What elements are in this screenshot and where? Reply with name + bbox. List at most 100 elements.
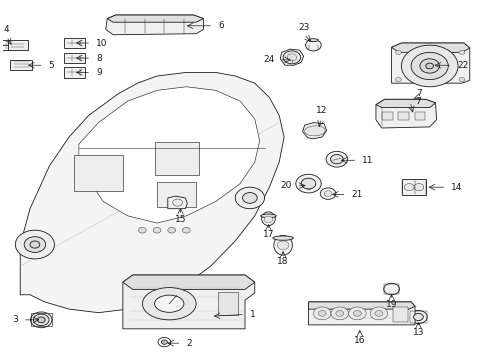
Circle shape [277, 241, 289, 249]
Circle shape [161, 340, 167, 344]
Polygon shape [64, 67, 85, 78]
Circle shape [314, 307, 331, 320]
Polygon shape [79, 87, 260, 223]
Text: 6: 6 [218, 21, 224, 30]
Text: 3: 3 [12, 315, 18, 324]
Polygon shape [303, 123, 327, 139]
Circle shape [410, 311, 427, 323]
FancyBboxPatch shape [155, 142, 198, 175]
Circle shape [404, 184, 414, 191]
Ellipse shape [262, 212, 275, 226]
Circle shape [296, 174, 321, 193]
Polygon shape [376, 99, 437, 128]
Ellipse shape [143, 288, 196, 320]
FancyBboxPatch shape [157, 182, 196, 207]
Polygon shape [309, 302, 415, 325]
FancyBboxPatch shape [218, 292, 238, 315]
Text: 2: 2 [186, 339, 192, 348]
Ellipse shape [261, 214, 276, 218]
Circle shape [324, 191, 332, 197]
Circle shape [420, 59, 440, 73]
Text: 23: 23 [298, 23, 309, 32]
Text: 4: 4 [4, 25, 9, 34]
Circle shape [459, 50, 465, 54]
Polygon shape [8, 40, 27, 50]
Text: 24: 24 [263, 55, 274, 64]
Circle shape [139, 227, 147, 233]
Circle shape [459, 77, 465, 82]
Circle shape [306, 40, 321, 51]
Text: 14: 14 [451, 183, 463, 192]
Ellipse shape [309, 39, 318, 41]
Circle shape [414, 314, 423, 320]
Text: 5: 5 [49, 61, 54, 70]
FancyBboxPatch shape [382, 112, 393, 120]
Circle shape [37, 317, 45, 323]
Polygon shape [106, 15, 203, 35]
Text: 16: 16 [354, 336, 366, 345]
Circle shape [375, 311, 383, 316]
Circle shape [15, 230, 54, 259]
Circle shape [353, 311, 361, 316]
Text: 15: 15 [175, 215, 186, 224]
Polygon shape [123, 275, 255, 329]
Circle shape [414, 184, 424, 191]
Circle shape [318, 311, 326, 316]
Circle shape [30, 312, 52, 328]
Circle shape [172, 199, 182, 206]
Circle shape [243, 193, 257, 203]
Circle shape [331, 154, 343, 164]
Circle shape [168, 227, 175, 233]
Circle shape [426, 63, 434, 69]
Circle shape [384, 283, 399, 295]
Text: 22: 22 [457, 61, 468, 70]
Text: 9: 9 [96, 68, 102, 77]
Circle shape [33, 314, 49, 325]
Text: 12: 12 [316, 107, 327, 116]
Circle shape [264, 216, 273, 223]
FancyBboxPatch shape [74, 155, 123, 191]
FancyBboxPatch shape [393, 307, 408, 322]
Ellipse shape [305, 126, 325, 136]
Circle shape [320, 188, 336, 199]
Polygon shape [392, 43, 470, 52]
Circle shape [30, 241, 40, 248]
Circle shape [158, 337, 171, 347]
Circle shape [395, 77, 401, 82]
Circle shape [301, 178, 316, 189]
Polygon shape [280, 49, 304, 65]
Text: 8: 8 [96, 54, 102, 63]
Circle shape [182, 227, 190, 233]
Circle shape [411, 52, 448, 80]
Circle shape [326, 151, 347, 167]
Text: 10: 10 [96, 39, 107, 48]
Text: 7: 7 [415, 97, 421, 106]
Polygon shape [168, 196, 187, 209]
Text: 17: 17 [263, 230, 274, 239]
Ellipse shape [155, 295, 184, 312]
Circle shape [401, 45, 458, 87]
Text: 13: 13 [413, 328, 424, 337]
Circle shape [336, 311, 343, 316]
Circle shape [24, 237, 46, 252]
FancyBboxPatch shape [398, 112, 409, 120]
Text: 18: 18 [277, 257, 289, 266]
Polygon shape [107, 15, 203, 22]
Circle shape [395, 50, 401, 54]
Polygon shape [123, 275, 255, 289]
Polygon shape [402, 179, 426, 195]
Text: 20: 20 [281, 181, 292, 190]
Circle shape [370, 307, 388, 320]
Polygon shape [64, 38, 85, 48]
Polygon shape [64, 53, 85, 63]
Ellipse shape [273, 236, 294, 240]
Polygon shape [376, 99, 436, 108]
Polygon shape [20, 72, 284, 313]
Polygon shape [392, 43, 470, 83]
Text: 11: 11 [362, 156, 374, 165]
Text: 19: 19 [386, 300, 397, 309]
Circle shape [153, 227, 161, 233]
Ellipse shape [274, 235, 293, 255]
Polygon shape [309, 302, 415, 309]
Circle shape [283, 51, 301, 64]
